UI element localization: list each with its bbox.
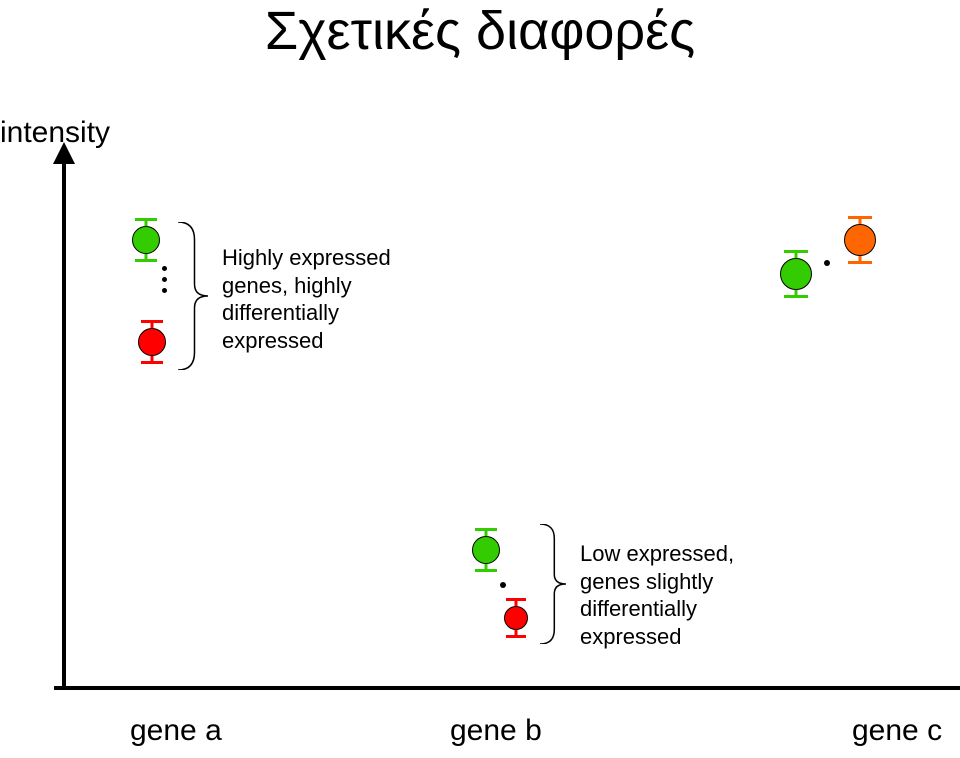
y-axis-line — [62, 156, 66, 690]
gene-c-green-marker — [777, 247, 815, 301]
gene-a-label: gene a — [130, 714, 222, 748]
gene-c-label: gene c — [852, 714, 942, 748]
gene-a-connector-dots — [162, 266, 167, 293]
gene-a-red-marker — [135, 317, 169, 367]
annotation-gene-a: Highly expressedgenes, highlydifferentia… — [222, 244, 391, 354]
gene-b-label: gene b — [450, 714, 542, 748]
gene-c-connector-dot — [824, 260, 830, 266]
gene-b-connector-dot — [500, 582, 506, 588]
x-axis-line — [54, 686, 960, 690]
page-title: Σχετικές διαφορές — [0, 0, 960, 62]
gene-a-green-marker — [129, 215, 163, 265]
gene-c-red-marker — [841, 213, 879, 267]
gene-b-red-marker — [501, 595, 531, 641]
brace-gene-b — [540, 524, 566, 644]
annotation-gene-b: Low expressed,genes slightlydifferential… — [580, 540, 734, 650]
brace-gene-a — [178, 222, 208, 370]
gene-b-green-marker — [469, 525, 503, 575]
diagram-stage: Σχετικές διαφορές intensity Highly expre… — [0, 0, 960, 758]
